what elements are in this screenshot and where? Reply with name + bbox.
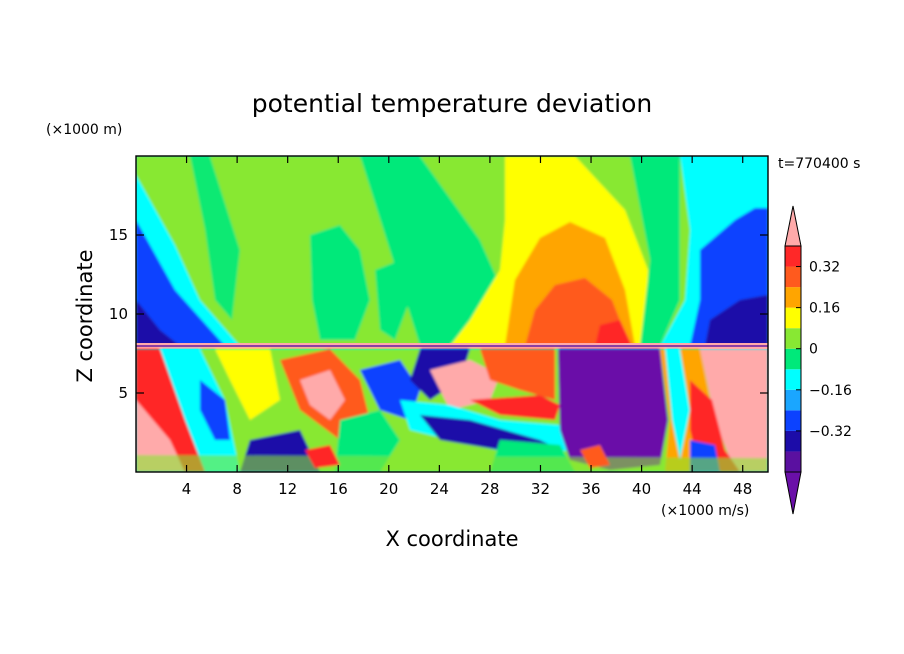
heatmap-field <box>136 156 768 472</box>
y-axis-title: Z coordinate <box>73 249 97 382</box>
colorbar-tick-label: 0.16 <box>809 301 840 317</box>
x-tick-label: 48 <box>733 480 752 498</box>
x-tick-label: 8 <box>232 480 242 498</box>
colorbar-tick-label: −0.32 <box>809 424 852 440</box>
x-axis-title: X coordinate <box>385 527 518 551</box>
colorbar-bin <box>785 389 801 411</box>
x-tick-label: 16 <box>329 480 348 498</box>
colorbar-bin <box>785 287 801 308</box>
x-tick-label: 32 <box>531 480 550 498</box>
colorbar-bin <box>785 430 801 452</box>
y-axis: 5 10 15 <box>109 226 768 402</box>
colorbar-bin <box>785 307 801 329</box>
x-tick-label: 4 <box>182 480 192 498</box>
colorbar-max-triangle <box>784 205 802 247</box>
x-tick-label: 24 <box>430 480 449 498</box>
colorbar-bin <box>785 369 801 390</box>
chart-title: potential temperature deviation <box>252 89 652 118</box>
x-axis: 4 8 12 16 20 24 28 32 36 40 44 48 <box>182 156 752 498</box>
lower-layer <box>136 349 768 472</box>
colorbar: 0.32 0.16 0 −0.16 −0.32 <box>784 205 852 515</box>
y-tick-label: 5 <box>118 384 128 402</box>
x-tick-label: 44 <box>683 480 702 498</box>
y-unit-label: (×1000 m) <box>46 122 122 138</box>
x-tick-label: 12 <box>278 480 297 498</box>
colorbar-bin <box>785 246 801 267</box>
upper-layer <box>136 156 768 346</box>
colorbar-tick-label: −0.16 <box>809 383 852 399</box>
colorbar-tick-label: 0.32 <box>809 260 840 276</box>
y-tick-label: 15 <box>109 226 128 244</box>
colorbar-bin <box>785 266 801 288</box>
x-unit-label: (×1000 m/s) <box>661 503 749 519</box>
x-tick-label: 20 <box>379 480 398 498</box>
colorbar-min-triangle <box>784 471 802 515</box>
colorbar-bin <box>785 328 801 349</box>
y-tick-label: 10 <box>109 305 128 323</box>
colorbar-tick-label: 0 <box>809 342 818 358</box>
x-tick-label: 28 <box>480 480 499 498</box>
colorbar-bin <box>785 348 801 370</box>
colorbar-bin <box>785 451 801 472</box>
time-label: t=770400 s <box>778 156 860 172</box>
x-tick-label: 40 <box>632 480 651 498</box>
colorbar-bin <box>785 410 801 431</box>
x-tick-label: 36 <box>581 480 600 498</box>
